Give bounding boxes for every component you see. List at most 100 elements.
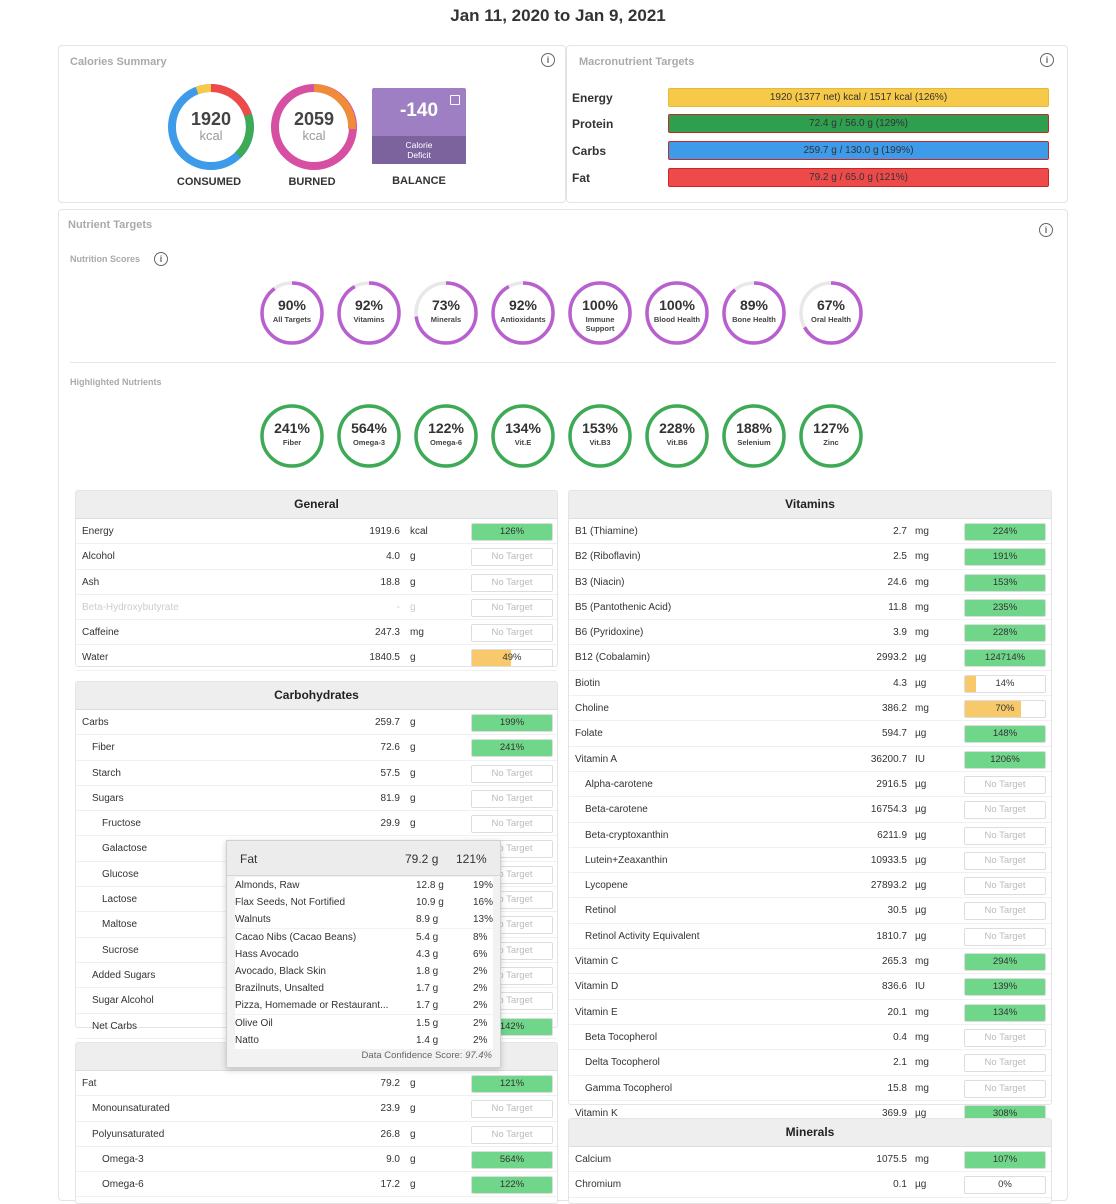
- table-row[interactable]: Sugars 81.9 g No Target: [76, 786, 557, 812]
- table-row[interactable]: B1 (Thiamine) 2.7 mg 224%: [569, 519, 1051, 545]
- table-row[interactable]: Beta-cryptoxanthin 6211.9 µg No Target: [569, 823, 1051, 848]
- scores-ring-all-targets[interactable]: 90% All Targets: [259, 280, 325, 346]
- table-row[interactable]: Calcium 1075.5 mg 107%: [569, 1147, 1051, 1173]
- scores-ring-vitamins[interactable]: 92% Vitamins: [336, 280, 402, 346]
- highlights-ring-vit-b3[interactable]: 153% Vit.B3: [567, 403, 633, 469]
- highlights-ring-vit-b6[interactable]: 228% Vit.B6: [644, 403, 710, 469]
- table-row[interactable]: B2 (Riboflavin) 2.5 mg 191%: [569, 544, 1051, 570]
- ring-percent: 73%: [431, 297, 461, 313]
- table-row[interactable]: B3 (Niacin) 24.6 mg 153%: [569, 570, 1051, 595]
- nutrient-unit: mg: [915, 526, 929, 537]
- percent-text: 107%: [992, 1154, 1018, 1165]
- nutrient-amount: 386.2: [881, 703, 907, 715]
- scores-ring-bone-health[interactable]: 89% Bone Health: [721, 280, 787, 346]
- nutrient-name: Galactose: [102, 843, 148, 855]
- nutrient-unit: µg: [915, 804, 927, 816]
- nutrient-unit: g: [410, 601, 416, 613]
- table-row[interactable]: Retinol Activity Equivalent 1810.7 µg No Ta…: [569, 924, 1051, 950]
- table-row[interactable]: Gamma Tocopherol 15.8 mg No Target: [569, 1076, 1051, 1101]
- table-row[interactable]: Lycopene 27893.2 µg No Target: [569, 873, 1051, 899]
- food-pct: 2%: [473, 1000, 488, 1012]
- table-row[interactable]: Vitamin D 836.6 IU 139%: [569, 974, 1051, 1000]
- ring-graphic: [414, 404, 478, 468]
- table-row[interactable]: Fructose 29.9 g No Target: [76, 811, 557, 837]
- macro-bar[interactable]: 79.2 g / 65.0 g (121%): [668, 168, 1049, 187]
- table-row[interactable]: Carbs 259.7 g 199%: [76, 710, 557, 736]
- macro-bar[interactable]: 259.7 g / 130.0 g (199%): [668, 141, 1049, 160]
- table-row[interactable]: Fiber 72.6 g 241%: [76, 735, 557, 761]
- table-row[interactable]: Vitamin A 36200.7 IU 1206%: [569, 747, 1051, 772]
- table-row[interactable]: Alcohol 4.0 g No Target: [76, 544, 557, 570]
- table-row[interactable]: Retinol 30.5 µg No Target: [569, 898, 1051, 924]
- balance-box[interactable]: -140 Calorie Deficit: [372, 88, 466, 164]
- table-row[interactable]: Alpha-carotene 2916.5 µg No Target: [569, 772, 1051, 798]
- nutrient-name: Omega-6: [102, 1179, 144, 1191]
- balance-caption-line2: Deficit: [407, 150, 431, 160]
- table-row[interactable]: Beta-carotene 16754.3 µg No Target: [569, 797, 1051, 823]
- table-row[interactable]: Lutein+Zeaxanthin 10933.5 µg No Target: [569, 848, 1051, 874]
- ring-graphic: [568, 404, 632, 468]
- section-divider: [70, 362, 1056, 363]
- scores-ring-antioxidants[interactable]: 92% Antioxidants: [490, 280, 556, 346]
- table-row[interactable]: B6 (Pyridoxine) 3.9 mg 228%: [569, 620, 1051, 646]
- highlights-ring-fiber[interactable]: 241% Fiber: [259, 403, 325, 469]
- highlights-ring-vit-e[interactable]: 134% Vit.E: [490, 403, 556, 469]
- highlights-ring-selenium[interactable]: 188% Selenium: [721, 403, 787, 469]
- table-row[interactable]: Beta-Hydroxybutyrate - g No Target: [76, 595, 557, 621]
- percent-bar: 191%: [964, 548, 1046, 567]
- confidence-value: 97.4%: [465, 1050, 492, 1061]
- calendar-icon[interactable]: [450, 95, 460, 105]
- highlights-ring-omega-3[interactable]: 564% Omega-3: [336, 403, 402, 469]
- balance-label: BALANCE: [392, 175, 446, 187]
- table-row[interactable]: Choline 386.2 mg 70%: [569, 696, 1051, 722]
- ring-label: Blood Health: [653, 315, 701, 324]
- percent-text: No Target: [984, 905, 1026, 917]
- scores-ring-oral-health[interactable]: 67% Oral Health: [798, 280, 864, 346]
- macro-bar[interactable]: 1920 (1377 net) kcal / 1517 kcal (126%): [668, 88, 1049, 107]
- table-row[interactable]: Omega-6 17.2 g 122%: [76, 1172, 557, 1198]
- table-row[interactable]: Caffeine 247.3 mg No Target: [76, 620, 557, 646]
- table-row[interactable]: Biotin 4.3 µg 14%: [569, 671, 1051, 697]
- table-row[interactable]: Starch 57.5 g No Target: [76, 761, 557, 786]
- percent-bar: 148%: [964, 725, 1046, 744]
- table-row[interactable]: Energy 1919.6 kcal 126%: [76, 519, 557, 545]
- nutrient-amount: 1840.5: [369, 652, 400, 664]
- percent-text: 224%: [992, 526, 1018, 537]
- table-row[interactable]: Delta Tocopherol 2.1 mg No Target: [569, 1050, 1051, 1076]
- highlights-ring-zinc[interactable]: 127% Zinc: [798, 403, 864, 469]
- macro-bar[interactable]: 72.4 g / 56.0 g (129%): [668, 114, 1049, 133]
- highlights-ring-omega-6[interactable]: 122% Omega-6: [413, 403, 479, 469]
- nutrient-amount: 4.0: [386, 551, 400, 563]
- table-row[interactable]: Monounsaturated 23.9 g No Target: [76, 1096, 557, 1122]
- macro-info-icon[interactable]: i: [1040, 53, 1054, 67]
- table-row[interactable]: Chromium 0.1 µg 0%: [569, 1172, 1051, 1198]
- table-row[interactable]: Fat 79.2 g 121%: [76, 1071, 557, 1097]
- table-row[interactable]: Polyunsaturated 26.8 g No Target: [76, 1122, 557, 1147]
- table-row[interactable]: Water 1840.5 g 49%: [76, 645, 557, 671]
- food-pct: 8%: [473, 931, 488, 943]
- nutrient-targets-info-icon[interactable]: i: [1039, 223, 1053, 237]
- table-row[interactable]: Folate 594.7 µg 148%: [569, 721, 1051, 747]
- scores-ring-minerals[interactable]: 73% Minerals: [413, 280, 479, 346]
- table-row[interactable]: Vitamin E 20.1 mg 134%: [569, 1000, 1051, 1025]
- nutrient-amount: 23.9: [380, 1103, 400, 1115]
- calories-info-icon[interactable]: i: [541, 53, 555, 67]
- table-row[interactable]: Vitamin C 265.3 mg 294%: [569, 949, 1051, 975]
- table-row[interactable]: B5 (Pantothenic Acid) 11.8 mg 235%: [569, 595, 1051, 621]
- percent-text: 1206%: [990, 753, 1020, 765]
- scores-ring-immune-support[interactable]: 100% Immune Support: [567, 280, 633, 346]
- percent-bar: No Target: [964, 1028, 1046, 1047]
- scores-ring-blood-health[interactable]: 100% Blood Health: [644, 280, 710, 346]
- nutrition-scores-info-icon[interactable]: i: [154, 252, 168, 266]
- ring-label: Vit.B6: [666, 438, 688, 447]
- table-row[interactable]: Ash 18.8 g No Target: [76, 570, 557, 595]
- table-row[interactable]: Omega-3 9.0 g 564%: [76, 1147, 557, 1173]
- percent-bar: 124714%: [964, 649, 1046, 668]
- table-row[interactable]: Beta Tocopherol 0.4 mg No Target: [569, 1025, 1051, 1051]
- nutrient-unit: mg: [915, 1006, 929, 1018]
- nutrient-amount: 26.8: [380, 1128, 400, 1140]
- nutrient-name: Starch: [92, 767, 121, 779]
- table-row[interactable]: B12 (Cobalamin) 2993.2 µg 124714%: [569, 645, 1051, 671]
- nutrient-amount: 16754.3: [870, 804, 907, 816]
- percent-bar: 564%: [471, 1150, 553, 1169]
